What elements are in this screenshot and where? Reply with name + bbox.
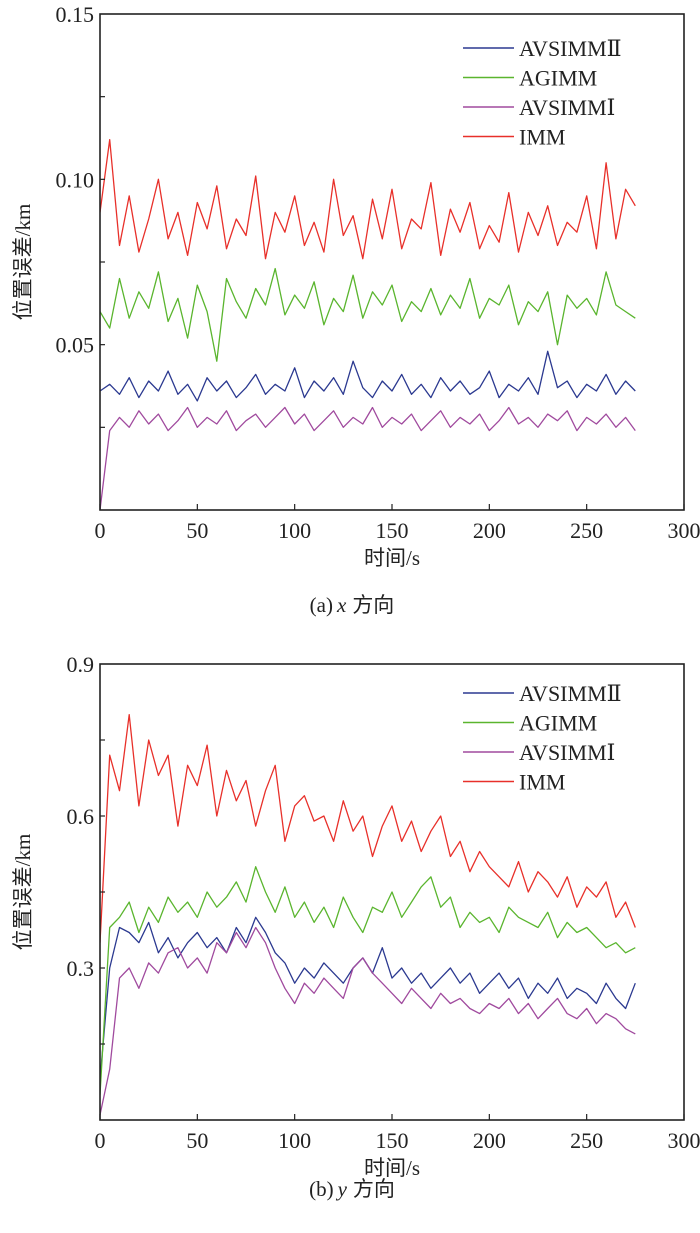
y-tick-label: 0.10 [56,167,95,192]
series-line-agimm [100,866,636,1095]
x-tick-label: 100 [278,518,311,543]
legend-label: AVSIMMⅠ [519,740,615,765]
series-line-imm [100,139,636,260]
x-axis-label: 时间/s [364,1156,420,1180]
legend-label: AVSIMMⅡ [519,36,622,61]
series-group [100,714,636,1116]
x-tick-label: 250 [570,518,603,543]
caption-suffix: 方向 [352,593,394,617]
subplot-caption: (b) y 方向 [309,1177,395,1201]
x-axis-label: 时间/s [364,546,420,570]
y-axis-label: 位置误差/km [11,204,35,321]
series-line-avsimm-ii [100,350,636,402]
y-tick-label: 0.05 [56,333,95,358]
legend-label: AGIMM [519,66,597,91]
x-tick-label: 200 [473,1128,506,1153]
caption-variable: x [336,593,347,617]
x-tick-label: 50 [186,1128,208,1153]
x-tick-label: 300 [668,518,700,543]
legend-label: AVSIMMⅡ [519,681,622,706]
legend-label: IMM [519,125,565,150]
y-tick-label: 0.15 [56,2,95,27]
series-line-avsimm-ii [100,916,636,1080]
caption-variable: y [336,1177,348,1201]
legend-label: AGIMM [519,711,597,736]
legend-label: IMM [519,770,565,795]
x-tick-label: 50 [186,518,208,543]
subplot-y: 0 50 100 150 200 250 300 0.3 0.6 0.9 时间/s 位置误差/km (b… [11,652,700,1201]
caption-prefix: (a) [310,593,333,617]
x-tick-label: 200 [473,518,506,543]
series-line-avsimm-i [100,926,636,1116]
legend-label: AVSIMMⅠ [519,95,615,120]
x-tick-label: 250 [570,1128,603,1153]
legend: AVSIMMⅡ AGIMM AVSIMMⅠ IMM [463,36,622,150]
x-tick-label: 0 [95,518,106,543]
legend: AVSIMMⅡ AGIMM AVSIMMⅠ IMM [463,681,622,795]
y-axis-label: 位置误差/km [11,834,35,951]
y-tick-label: 0.9 [67,652,95,677]
series-line-avsimm-i [100,406,636,510]
subplot-caption: (a) x 方向 [310,593,395,617]
subplot-x: 0 50 100 150 200 250 300 0.05 0.10 0.15 时间/s 位置误差/k… [11,2,700,617]
x-tick-label: 150 [376,1128,409,1153]
caption-prefix: (b) [309,1177,334,1201]
series-line-imm [100,714,636,943]
x-tick-label: 100 [278,1128,311,1153]
x-tick-label: 150 [376,518,409,543]
y-tick-label: 0.3 [67,956,95,981]
x-tick-label: 0 [95,1128,106,1153]
x-tick-label: 300 [668,1128,700,1153]
y-tick-label: 0.6 [67,804,95,829]
caption-suffix: 方向 [353,1177,395,1201]
series-group [100,139,636,510]
series-line-agimm [100,267,636,362]
